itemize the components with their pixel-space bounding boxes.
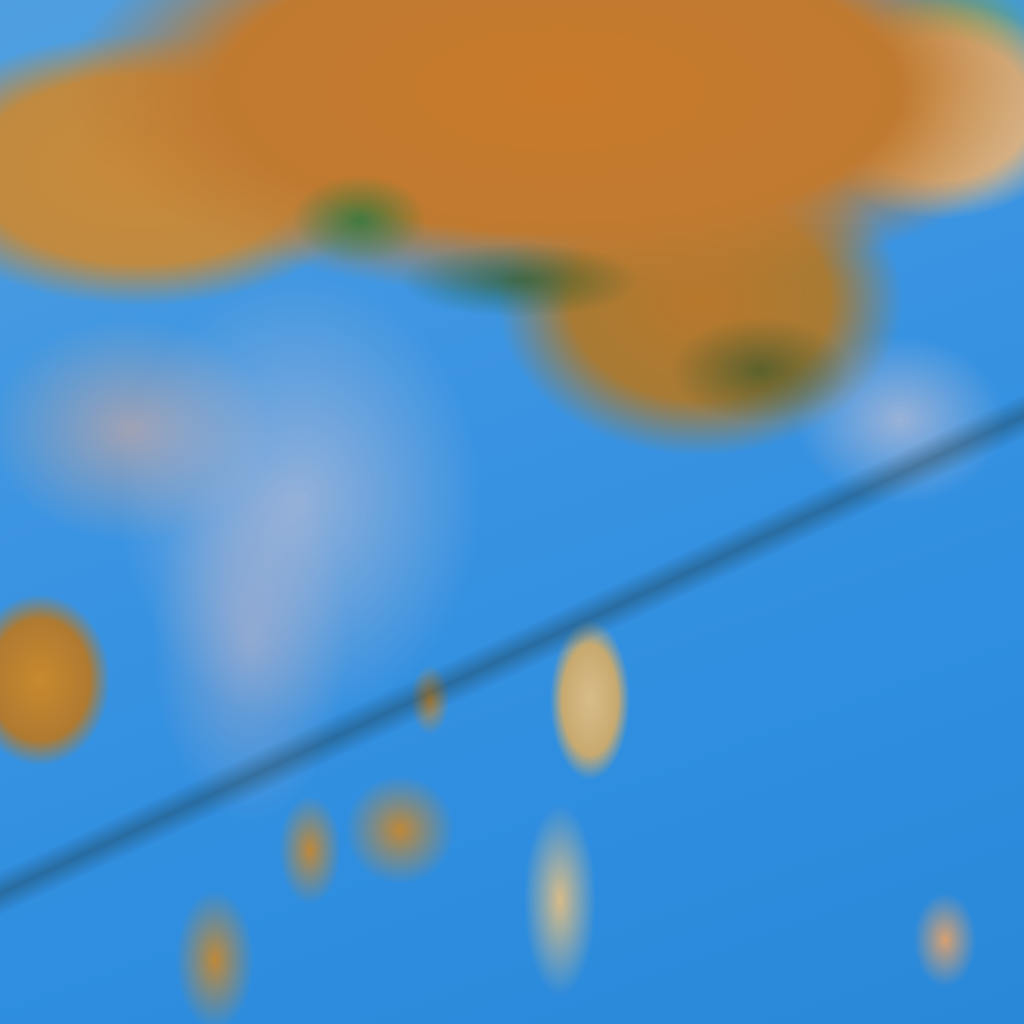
cloud-ridge-line [0, 0, 1024, 1024]
satellite-image [0, 0, 1024, 1024]
southern-islands [0, 0, 1024, 1024]
